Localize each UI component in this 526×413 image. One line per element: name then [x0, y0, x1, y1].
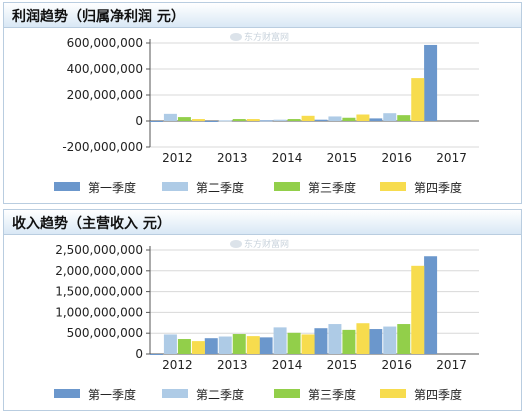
- revenue-x-tick-label: 2017: [436, 358, 467, 372]
- revenue-y-tick-label: 1,000,000,000: [55, 305, 143, 319]
- profit-legend-label: 第二季度: [196, 181, 245, 195]
- revenue-x-tick-label: 2012: [162, 358, 193, 372]
- profit-bar-2014-q4: [301, 115, 315, 121]
- profit-bar-2016-q3: [397, 115, 411, 121]
- profit-bar-2014-q2: [273, 119, 287, 121]
- revenue-x-tick-label: 2014: [272, 358, 303, 372]
- profit-legend-swatch: [274, 182, 300, 191]
- revenue-y-tick-label: 0: [135, 347, 143, 361]
- profit-bar-2014-q3: [287, 119, 301, 121]
- revenue-bar-2014-q4: [301, 334, 315, 354]
- revenue-legend-label: 第三季度: [308, 388, 357, 402]
- profit-bar-2015-q1: [314, 119, 328, 121]
- profit-y-tick-label: -200,000,000: [62, 140, 143, 154]
- profit-x-tick-label: 2012: [162, 151, 193, 165]
- revenue-bar-2016-q4: [411, 265, 425, 354]
- profit-bar-2016-q4: [411, 78, 425, 121]
- profit-chart-legend: 第一季度 第二季度 第三季度 第四季度: [4, 179, 521, 195]
- revenue-bar-2016-q2: [383, 326, 397, 354]
- profit-legend-label: 第三季度: [308, 181, 357, 195]
- revenue-y-tick-label: 2,000,000,000: [55, 264, 143, 278]
- revenue-legend-swatch: [274, 389, 300, 398]
- profit-bar-2014-q1: [259, 120, 273, 122]
- profit-bar-2013-q2: [218, 120, 232, 122]
- revenue-x-tick-label: 2013: [217, 358, 248, 372]
- revenue-bar-2013-q4: [246, 336, 260, 354]
- revenue-legend-label: 第四季度: [414, 388, 463, 402]
- profit-bar-2016-q1: [369, 118, 383, 121]
- revenue-bar-2014-q3: [287, 332, 301, 354]
- revenue-bar-2017-q1: [424, 256, 438, 354]
- profit-bar-2015-q3: [342, 117, 356, 121]
- profit-bar-2013-q3: [232, 119, 246, 121]
- revenue-y-tick-label: 500,000,000: [67, 326, 143, 340]
- profit-bar-2012-q1: [149, 121, 163, 122]
- profit-chart-title: 利润趋势（归属净利润 元）: [12, 9, 185, 25]
- profit-bar-2017-q1: [424, 44, 438, 122]
- revenue-bar-2013-q2: [218, 336, 232, 354]
- profit-bar-chart: 600,000,000 400,000,000 200,000,000 0 -200,0…: [62, 36, 479, 165]
- profit-bar-2016-q2: [383, 113, 397, 121]
- revenue-chart-legend: 第一季度 第二季度 第三季度 第四季度: [4, 386, 521, 402]
- profit-bar-2015-q2: [328, 116, 342, 121]
- profit-bar-2015-q4: [356, 114, 370, 121]
- profit-x-tick-label: 2016: [381, 151, 412, 165]
- revenue-legend-swatch: [162, 389, 188, 398]
- profit-bar-2012-q2: [163, 113, 177, 121]
- revenue-bar-2013-q1: [204, 338, 218, 354]
- revenue-chart-panel: 收入趋势（主营收入 元） 东方财富网 2,500,000,000 2,000,00…: [3, 209, 522, 411]
- profit-legend-swatch: [380, 182, 406, 191]
- profit-bar-2013-q4: [246, 119, 260, 121]
- profit-x-tick-label: 2015: [327, 151, 358, 165]
- revenue-bar-2015-q1: [314, 328, 328, 354]
- profit-y-tick-label: 600,000,000: [67, 36, 143, 50]
- revenue-x-tick-label: 2015: [327, 358, 358, 372]
- revenue-chart-header: 收入趋势（主营收入 元）: [4, 210, 521, 235]
- revenue-legend-swatch: [380, 389, 406, 398]
- watermark-text: 东方财富网: [244, 33, 290, 43]
- profit-x-tick-label: 2014: [272, 151, 303, 165]
- profit-legend-swatch: [162, 182, 188, 191]
- watermark-text: 东方财富网: [244, 240, 290, 250]
- watermark-logo-icon: [230, 33, 242, 41]
- revenue-bar-2014-q1: [259, 337, 273, 354]
- revenue-legend-swatch: [54, 389, 80, 398]
- revenue-bar-2013-q3: [232, 334, 246, 354]
- profit-legend-label: 第一季度: [88, 181, 137, 195]
- revenue-bar-2012-q3: [177, 339, 191, 354]
- profit-chart-panel: 利润趋势（归属净利润 元） 东方财富网 600,000,000 400,000,0…: [3, 2, 522, 204]
- revenue-bar-2015-q4: [356, 323, 370, 354]
- profit-bar-2012-q4: [191, 119, 205, 121]
- revenue-bar-2015-q2: [328, 324, 342, 354]
- profit-legend-label: 第四季度: [414, 181, 463, 195]
- profit-x-tick-label: 2017: [436, 151, 467, 165]
- revenue-y-tick-label: 1,500,000,000: [55, 285, 143, 299]
- profit-y-tick-label: 200,000,000: [67, 88, 143, 102]
- profit-x-tick-label: 2013: [217, 151, 248, 165]
- profit-y-tick-label: 0: [135, 114, 143, 128]
- revenue-chart-title: 收入趋势（主营收入 元）: [12, 216, 171, 232]
- revenue-bar-chart: 2,500,000,000 2,000,000,000 1,500,000,000 1…: [55, 243, 479, 372]
- profit-bar-2013-q1: [204, 121, 218, 122]
- revenue-bar-2015-q3: [342, 329, 356, 354]
- profit-y-tick-label: 400,000,000: [67, 62, 143, 76]
- revenue-y-tick-label: 2,500,000,000: [55, 243, 143, 257]
- profit-chart-header: 利润趋势（归属净利润 元）: [4, 3, 521, 28]
- profit-legend-swatch: [54, 182, 80, 191]
- revenue-bar-2016-q1: [369, 329, 383, 354]
- revenue-bar-2012-q4: [191, 341, 205, 354]
- profit-bar-2012-q3: [177, 117, 191, 121]
- watermark-logo-icon: [230, 240, 242, 248]
- revenue-bar-2012-q2: [163, 334, 177, 354]
- revenue-x-tick-label: 2016: [381, 358, 412, 372]
- revenue-legend-label: 第一季度: [88, 388, 137, 402]
- revenue-bar-2014-q2: [273, 327, 287, 354]
- revenue-bar-2016-q3: [397, 324, 411, 354]
- revenue-bar-2012-q1: [149, 354, 163, 355]
- revenue-legend-label: 第二季度: [196, 388, 245, 402]
